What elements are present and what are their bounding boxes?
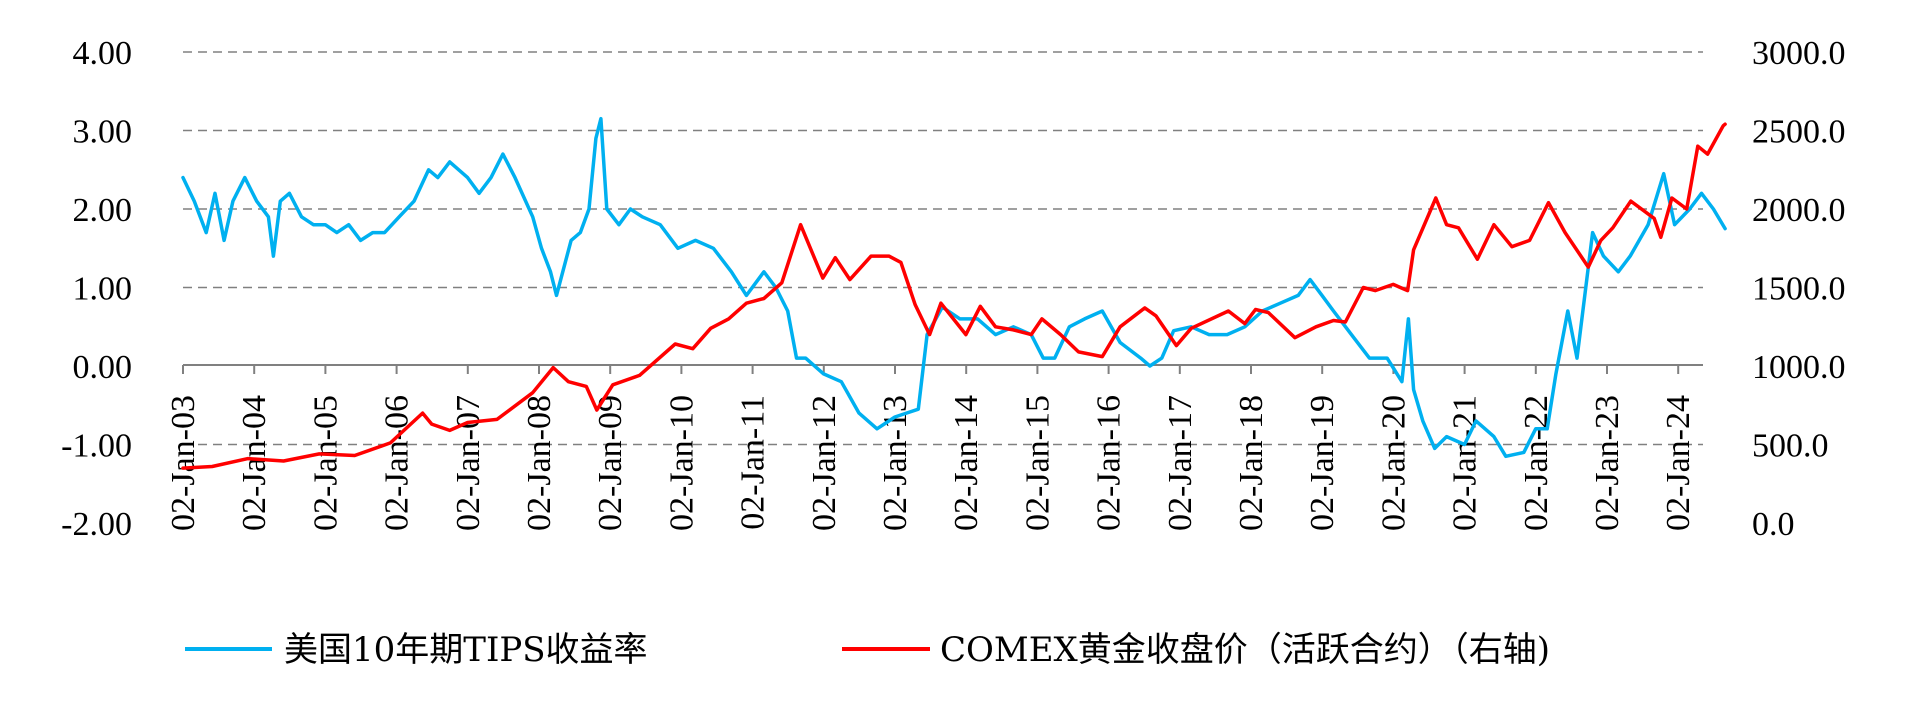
- series-line-2: [181, 122, 1727, 470]
- x-tick-label: 02-Jan-23: [1589, 395, 1626, 531]
- x-tick-label: 02-Jan-20: [1375, 395, 1412, 531]
- legend-label-1: 美国10年期TIPS收益率: [284, 630, 648, 670]
- y-left-tick-label: -2.00: [61, 506, 132, 543]
- x-tick-label: 02-Jan-12: [806, 395, 843, 531]
- gridlines: [183, 51, 1703, 446]
- y-left-tick-label: 4.00: [73, 35, 133, 72]
- x-axis: 02-Jan-03 02-Jan-04 02-Jan-05 02-Jan-06 02-J…: [165, 364, 1703, 531]
- x-tick-label: 02-Jan-09: [592, 395, 629, 531]
- y-left-tick-label: 2.00: [73, 192, 133, 229]
- y-right-tick-label: 2000.0: [1752, 192, 1846, 229]
- x-tick-label: 02-Jan-05: [307, 395, 344, 531]
- y-right-tick-label: 2500.0: [1752, 114, 1846, 151]
- x-tick-label: 02-Jan-14: [948, 395, 985, 531]
- x-tick-label: 02-Jan-19: [1304, 395, 1341, 531]
- x-tick-label: 02-Jan-11: [735, 395, 772, 530]
- x-tick-label: 02-Jan-03: [165, 395, 202, 531]
- legend: 美国10年期TIPS收益率 COMEX黄金收盘价（活跃合约）（右轴): [185, 630, 1550, 670]
- y-left-tick-label: 1.00: [73, 271, 133, 308]
- y-left-tick-label: 3.00: [73, 114, 133, 151]
- y-left-tick-label: 0.00: [73, 349, 133, 386]
- x-tick-label: 02-Jan-21: [1447, 395, 1484, 531]
- x-tick-label: 02-Jan-04: [236, 395, 273, 531]
- x-tick-label: 02-Jan-06: [379, 395, 416, 531]
- y-right-tick-label: 0.0: [1752, 506, 1795, 543]
- x-tick-label: 02-Jan-16: [1091, 395, 1128, 531]
- x-tick-label: 02-Jan-17: [1162, 395, 1199, 531]
- y-right-tick-label: 3000.0: [1752, 35, 1846, 72]
- legend-label-2: COMEX黄金收盘价（活跃合约）（右轴): [940, 630, 1550, 670]
- x-tick-label: 02-Jan-10: [663, 395, 700, 531]
- y-axis-left: 4.00 3.00 2.00 1.00 0.00 -1.00 -2.00: [61, 35, 132, 543]
- y-right-tick-label: 1500.0: [1752, 271, 1846, 308]
- x-tick-label: 02-Jan-08: [521, 395, 558, 531]
- y-axis-right: 3000.0 2500.0 2000.0 1500.0 1000.0 500.0 0.0: [1752, 35, 1846, 543]
- x-tick-label: 02-Jan-15: [1019, 395, 1056, 531]
- series-line-1: [181, 116, 1727, 459]
- x-tick-label: 02-Jan-24: [1660, 395, 1697, 531]
- x-tick-label: 02-Jan-07: [450, 395, 487, 531]
- y-left-tick-label: -1.00: [61, 428, 132, 465]
- plot-area: [181, 116, 1727, 470]
- y-right-tick-label: 500.0: [1752, 428, 1829, 465]
- y-right-tick-label: 1000.0: [1752, 349, 1846, 386]
- x-tick-label: 02-Jan-18: [1233, 395, 1270, 531]
